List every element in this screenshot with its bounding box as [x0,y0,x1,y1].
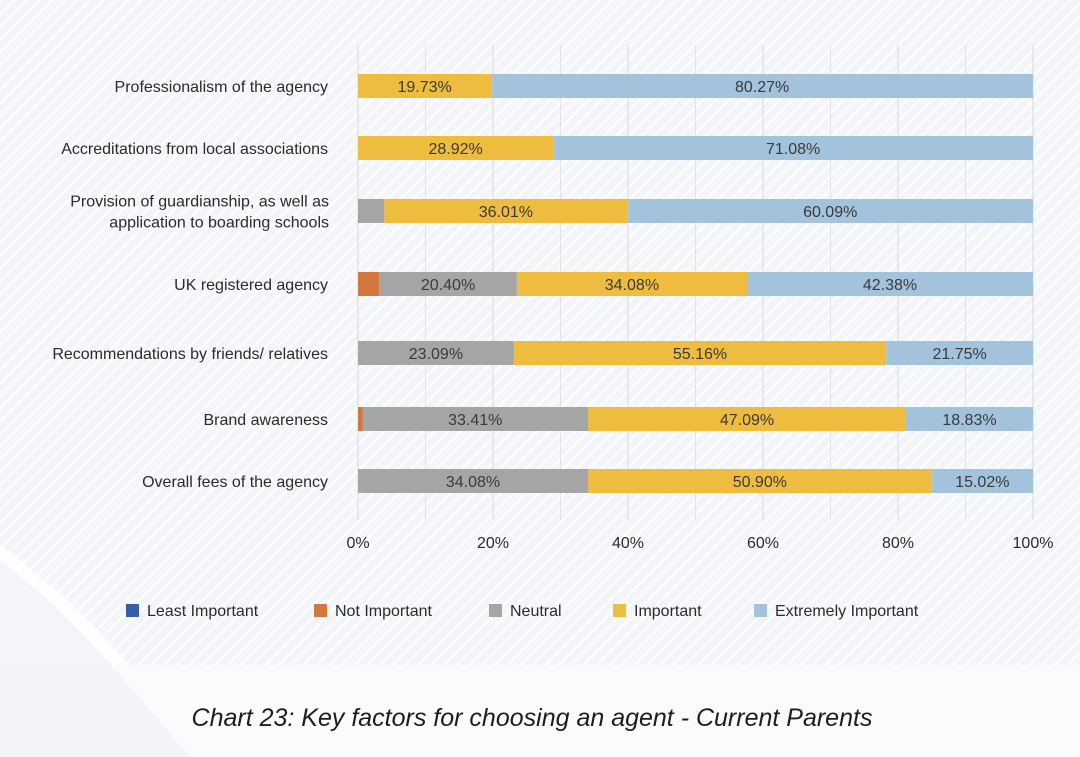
x-tick-label: 100% [1013,535,1054,552]
x-tick-label: 80% [882,535,914,552]
bar-data-label: 50.90% [733,474,787,491]
bar-segment [588,407,906,431]
bar-segment [905,407,1033,431]
bar-segment [358,469,589,493]
bar-segment [931,469,1033,493]
category-label: Accreditations from local associations [61,141,328,158]
bar-data-label: 47.09% [720,412,774,429]
legend-swatch [613,604,626,617]
bar-data-label: 60.09% [803,204,857,221]
legend-swatch [314,604,327,617]
bar-segment [358,74,492,98]
bar-data-label: 28.92% [428,141,482,158]
bar-segment [358,136,554,160]
legend-label: Important [634,603,702,620]
x-tick-label: 60% [747,535,779,552]
legend: Least Important Not Important Neutral Impor… [126,603,919,620]
x-tick-label: 40% [612,535,644,552]
bar-data-label: 80.27% [735,79,789,96]
bar-data-label: 23.09% [409,346,463,363]
legend-label: Extremely Important [775,603,919,620]
bar-data-label: 19.73% [397,79,451,96]
bar-segment [513,341,887,365]
bar-segment [491,74,1033,98]
category-label: Professionalism of the agency [115,79,328,96]
category-label: Overall fees of the agency [142,474,328,491]
bar-segment [379,272,517,296]
legend-label: Not Important [335,603,432,620]
bar-segment [358,407,363,431]
bar-segment [553,136,1033,160]
bar-data-label: 18.83% [942,412,996,429]
bar-data-label: 55.16% [673,346,727,363]
bar-segment [358,341,514,365]
x-axis-ticks: 0% 20% 40% 60% 80% 100% [346,535,1053,552]
bar-data-label: 15.02% [955,474,1009,491]
bars: 19.73% 80.27% 28.92% 71.08% 36.01% 60.09% 20.4… [358,74,1033,493]
bar-segment [516,272,747,296]
category-label: Recommendations by friends/ relatives [52,346,328,363]
bar-data-label: 34.08% [446,474,500,491]
legend-label: Least Important [147,603,259,620]
bar-segment [384,199,628,223]
x-tick-label: 0% [346,535,369,552]
chart-background [0,0,1080,665]
legend-swatch [126,604,139,617]
bar-data-label: 71.08% [766,141,820,158]
bar-data-label: 34.08% [605,277,659,294]
category-label: Brand awareness [203,412,328,429]
bar-segment [886,341,1033,365]
bar-data-label: 20.40% [421,277,475,294]
bar-data-label: 21.75% [932,346,986,363]
bar-segment [358,199,385,223]
bar-data-label: 42.38% [863,277,917,294]
category-labels: Professionalism of the agency Accreditati… [52,79,329,491]
legend-swatch [489,604,502,617]
bar-segment [362,407,589,431]
bar-data-label: 33.41% [448,412,502,429]
bar-data-label: 36.01% [479,204,533,221]
category-label: Provision of guardianship, as well as app… [70,194,329,232]
x-tick-label: 20% [477,535,509,552]
bar-segment [627,199,1033,223]
legend-swatch [754,604,767,617]
legend-label: Neutral [510,603,562,620]
bar-segment [358,272,380,296]
bar-segment [588,469,932,493]
bar-segment [746,272,1033,296]
category-label: UK registered agency [174,277,328,294]
chart-caption: Chart 23: Key factors for choosing an ag… [191,704,873,732]
